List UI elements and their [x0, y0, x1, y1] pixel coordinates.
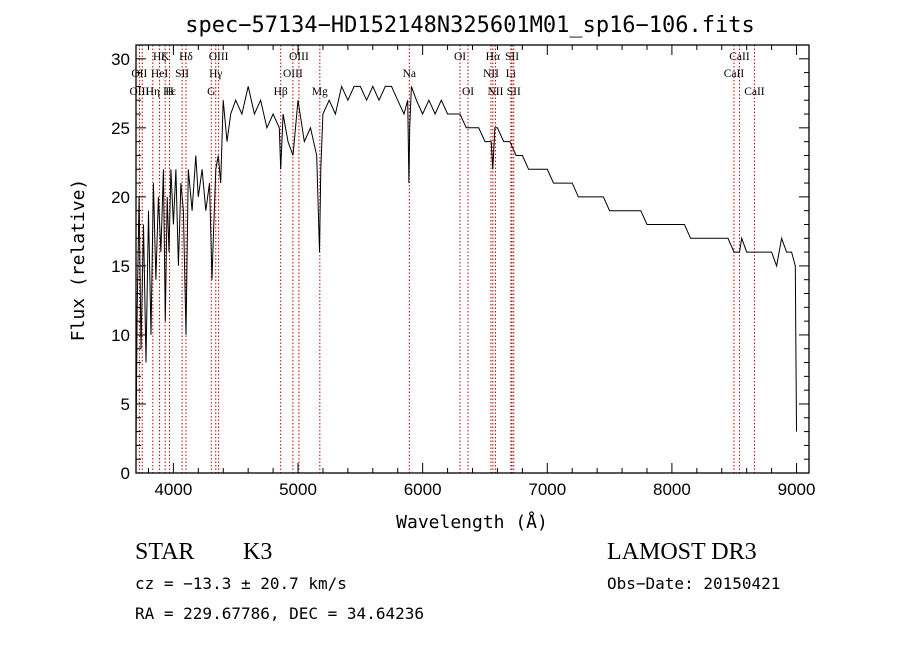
y-tick-label: 0: [121, 464, 130, 483]
plot-frame: [135, 44, 810, 474]
line-label: OIII: [289, 51, 309, 63]
y-tick-label: 10: [111, 326, 130, 345]
x-tick-label: 5000: [279, 480, 317, 499]
redshift-cz: cz = −13.3 ± 20.7 km/s: [135, 574, 347, 593]
line-label: OIII: [209, 51, 229, 63]
y-tick-label: 15: [111, 257, 130, 276]
line-label: SII: [505, 51, 519, 63]
line-label: CaII: [744, 86, 765, 98]
x-axis-ticks: 4000 5000 6000 7000 8000 9000: [147, 45, 816, 499]
line-label: OI: [462, 86, 474, 98]
line-label: OIII: [283, 68, 303, 80]
line-label: OII: [131, 68, 147, 80]
line-label: Mg: [312, 86, 328, 98]
y-tick-label: 5: [121, 395, 130, 414]
line-label: OIII: [129, 86, 149, 98]
line-label: OI: [454, 51, 466, 63]
obs-date: Obs−Date: 20150421: [607, 574, 780, 593]
y-tick-label: 20: [111, 188, 130, 207]
y-tick-label: 25: [111, 119, 130, 138]
x-axis-label: Wavelength (Å): [396, 511, 548, 533]
line-label: SII: [507, 86, 521, 98]
line-label: CaII: [729, 51, 750, 63]
line-label: NII: [483, 68, 499, 80]
x-tick-label: 7000: [528, 480, 566, 499]
line-label: Li: [506, 68, 516, 80]
x-tick-label: 6000: [404, 480, 442, 499]
line-label: HeI: [151, 68, 168, 80]
line-label: Hε: [163, 86, 176, 98]
spectrum-line: [135, 84, 797, 446]
x-tick-label: 9000: [778, 480, 816, 499]
line-label: Hζ: [153, 51, 166, 63]
line-label: SII: [175, 68, 189, 80]
line-label: Hα: [486, 51, 500, 63]
spectral-subclass: K3: [243, 539, 272, 565]
x-tick-label: 4000: [154, 480, 192, 499]
line-label: Hη: [146, 86, 160, 98]
line-label: Hδ: [179, 51, 193, 63]
line-markers: [138, 45, 755, 473]
x-tick-label: 8000: [653, 480, 691, 499]
line-label: Hβ: [274, 86, 288, 98]
line-label: CaII: [724, 68, 745, 80]
object-class: STAR: [135, 539, 194, 565]
survey-name: LAMOST DR3: [607, 539, 757, 565]
y-axis-label: Flux (relative): [68, 179, 89, 342]
y-tick-label: 30: [111, 50, 130, 69]
chart-title: spec−57134−HD152148N325601M01_sp16−106.f…: [185, 13, 755, 38]
line-label: G: [207, 86, 215, 98]
coordinates: RA = 229.67786, DEC = 34.64236: [135, 604, 424, 623]
line-label: NII: [487, 86, 503, 98]
y-axis-ticks: 0 5 10 15 20 25 30: [111, 44, 809, 483]
line-label: H: [165, 86, 173, 98]
line-label: Hγ: [209, 68, 222, 80]
line-label: K: [161, 51, 170, 63]
line-label: Na: [403, 68, 416, 80]
